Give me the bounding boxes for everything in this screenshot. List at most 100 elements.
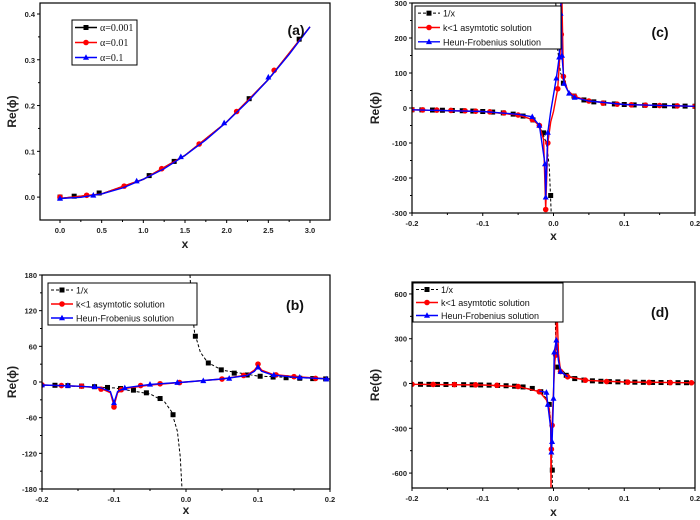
y-tick-label: 200 [394, 34, 407, 43]
square-marker [218, 367, 224, 373]
y-tick-label: -100 [392, 139, 407, 148]
y-tick-label: 300 [394, 0, 407, 8]
circle-marker [83, 39, 89, 46]
circle-marker [451, 381, 458, 388]
x-tick-label: -0.1 [476, 219, 489, 228]
y-tick-label: 600 [394, 290, 407, 299]
square-marker [71, 193, 77, 199]
circle-marker [430, 381, 437, 388]
legend: 1/x k<1 asymtotic solution Heun-Frobenius … [412, 282, 564, 323]
x-tick-label: 0.1 [253, 495, 263, 504]
y-axis-label: Re(ϕ) [368, 369, 382, 401]
circle-marker [59, 301, 65, 307]
triangle-marker [147, 381, 153, 387]
series-Heun-Frobenius-solution [539, 336, 569, 455]
x-axis-label: x [183, 503, 190, 517]
square-marker [555, 364, 561, 370]
legend-entry: α=0.001 [100, 23, 133, 34]
series-Heun-Frobenius-solution [42, 363, 330, 406]
y-axis-label: Re(ϕ) [368, 92, 382, 124]
x-tick-label: -0.2 [36, 495, 49, 504]
y-tick-label: 0.4 [25, 10, 36, 19]
square-marker [157, 396, 163, 402]
y-axis-label: Re(ϕ) [5, 95, 19, 127]
triangle-marker [556, 53, 563, 60]
x-tick-label: 0.1 [619, 219, 629, 228]
legend: 1/x k<1 asymtotic solution Heun-Frobenius … [414, 5, 562, 50]
x-tick-label: -0.2 [406, 219, 419, 228]
square-marker [192, 333, 198, 339]
square-marker [529, 385, 535, 391]
legend-entry: 1/x [76, 286, 89, 296]
square-marker [541, 130, 547, 136]
square-marker [231, 370, 237, 376]
x-tick-label: 1.5 [180, 226, 190, 235]
x-tick-label: 1.0 [138, 226, 148, 235]
plot-frame [411, 281, 696, 489]
triangle-marker [270, 371, 277, 378]
triangle-marker [542, 193, 549, 200]
y-tick-label: 0 [403, 380, 407, 389]
triangle-marker [121, 384, 128, 391]
series--0-1 [57, 26, 311, 201]
x-tick-label: 0.0 [181, 495, 191, 504]
plot-area [412, 3, 695, 213]
triangle-marker [296, 373, 303, 380]
triangle-marker [255, 363, 261, 370]
square-marker [520, 384, 526, 390]
circle-marker [554, 85, 561, 92]
y-tick-label: -200 [392, 174, 407, 183]
legend-entry: Heun-Frobenius solution [443, 37, 541, 47]
triangle-marker [549, 438, 556, 445]
x-tick-label: 0.0 [548, 494, 558, 503]
plot-frame [39, 2, 331, 221]
legend-entry: Heun-Frobenius solution [76, 314, 174, 324]
square-marker [548, 193, 554, 198]
y-tick-label: 0 [33, 378, 37, 387]
series-line [59, 26, 311, 200]
square-marker [426, 10, 432, 16]
x-tick-label: 2.0 [221, 226, 231, 235]
legend-entry: k<1 asymtotic solution [441, 298, 530, 308]
square-marker [257, 373, 263, 379]
panel-label: (b) [286, 297, 304, 313]
triangle-marker [551, 348, 558, 355]
x-tick-label: 2.5 [263, 226, 273, 235]
y-tick-label: -300 [392, 209, 407, 218]
panel-label: (a) [287, 22, 304, 38]
series-line [42, 364, 330, 409]
x-tick-label: 0.5 [96, 226, 106, 235]
triangle-marker [111, 399, 117, 406]
triangle-marker [42, 381, 45, 388]
circle-marker [667, 379, 674, 386]
triangle-marker [529, 113, 536, 120]
triangle-marker [553, 74, 560, 81]
legend-entry: 1/x [441, 285, 454, 295]
square-marker [59, 287, 65, 293]
circle-marker [536, 388, 543, 395]
plot-area [57, 26, 311, 201]
triangle-marker [566, 90, 573, 96]
x-tick-label: 0.2 [690, 494, 700, 503]
triangle-marker [558, 52, 565, 58]
y-tick-label: -120 [22, 449, 37, 458]
square-marker [130, 387, 136, 393]
triangle-marker [177, 153, 184, 160]
plot-frame [41, 274, 331, 490]
legend-entry: α=0.01 [100, 38, 128, 49]
legend-entry: Heun-Frobenius solution [441, 311, 539, 321]
circle-marker [688, 379, 695, 386]
panel-b: -0.2 -0.1 0.0 0.1 0.2 -180 -120 -60 0 60 120 180 x Re… [5, 271, 335, 517]
panel-label: (d) [651, 304, 669, 320]
panel-a: 0.0 0.5 1.0 1.5 2.0 2.5 3.0 0.0 0.1 0.2 0.3 0.4 x Re(… [5, 2, 331, 251]
circle-marker [494, 382, 500, 389]
triangle-marker [90, 191, 97, 198]
legend: α=0.001 α=0.01 α=0.1 [71, 19, 138, 66]
triangle-marker [542, 160, 549, 167]
triangle-marker [424, 312, 430, 318]
legend-entry: k<1 asymtotic solution [76, 300, 165, 310]
legend: 1/x k<1 asymtotic solution Heun-Frobenius … [47, 282, 198, 326]
x-axis-label: x [550, 505, 557, 519]
x-tick-label: 0.2 [690, 219, 700, 228]
series-line [42, 366, 330, 406]
